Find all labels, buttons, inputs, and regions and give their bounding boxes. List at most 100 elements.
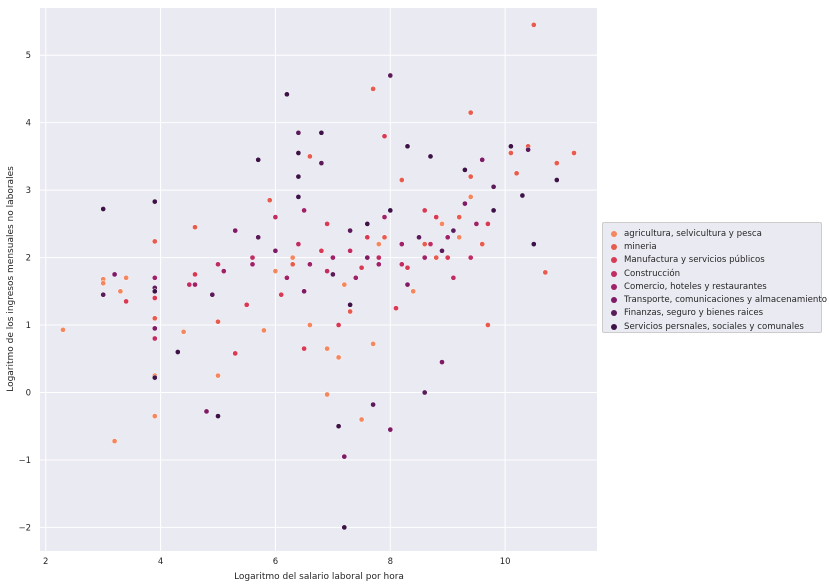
data-point (479, 156, 486, 163)
data-point (364, 234, 371, 241)
data-point (278, 291, 285, 298)
data-point (450, 274, 457, 281)
data-point (330, 254, 336, 261)
x-tick-label: 6 (273, 557, 278, 567)
x-tick-label: 4 (158, 557, 163, 567)
legend-marker (611, 297, 617, 304)
data-point (398, 177, 405, 183)
data-point (375, 261, 382, 268)
legend: agricultura, selvicultura y pesca mineria… (602, 222, 827, 333)
legend-label: Servicios persnales, sociales y comunale… (624, 321, 804, 332)
legend-item: mineria (609, 240, 821, 253)
series-3 (123, 133, 491, 357)
data-point (180, 328, 187, 335)
data-point (530, 22, 537, 28)
x-tick-label: 8 (388, 557, 393, 567)
data-point (467, 173, 474, 180)
data-point (192, 281, 198, 288)
data-point (444, 234, 451, 241)
legend-marker (611, 243, 617, 250)
data-point (467, 194, 474, 200)
data-point (255, 156, 262, 163)
data-point (151, 238, 158, 245)
series-6 (111, 156, 486, 460)
data-point (289, 261, 296, 268)
y-tick-label: −1 (18, 456, 31, 466)
data-point (60, 326, 66, 333)
data-point (111, 438, 118, 444)
data-point (427, 241, 434, 247)
data-point (387, 72, 394, 79)
data-point (100, 280, 107, 287)
data-point (330, 271, 336, 278)
series-7 (100, 72, 531, 408)
data-point (421, 389, 428, 396)
data-point (249, 254, 256, 261)
data-point (295, 129, 302, 136)
data-point (151, 288, 158, 295)
y-tick-labels: −2 −1 0 1 2 3 4 5 (18, 51, 31, 533)
data-point (295, 150, 302, 156)
data-point (404, 143, 411, 150)
x-tick-label: 2 (43, 557, 48, 567)
data-point (490, 207, 497, 214)
y-tick-label: 5 (26, 51, 31, 61)
data-point (151, 335, 158, 342)
data-point (479, 241, 486, 247)
data-point (341, 453, 348, 460)
legend-label: Transporte, comunicaciones y almacenamie… (624, 295, 827, 306)
data-point (151, 198, 158, 205)
data-point (289, 254, 296, 261)
data-point (427, 153, 434, 160)
data-point (421, 207, 428, 214)
data-point (261, 327, 267, 334)
legend-item: Manufactura y servicios públicos (609, 254, 821, 267)
data-point (375, 241, 382, 247)
data-point (123, 298, 129, 305)
data-point (456, 234, 463, 241)
data-point (341, 281, 348, 288)
data-point (358, 416, 365, 423)
y-tick-label: 3 (26, 186, 31, 196)
data-point (439, 247, 445, 254)
data-point (151, 274, 158, 281)
data-point (370, 401, 376, 408)
data-point (100, 291, 107, 298)
data-point (387, 207, 394, 214)
data-point (404, 264, 411, 271)
x-tick-label: 10 (500, 557, 511, 567)
series-5 (151, 207, 480, 288)
y-tick-label: −2 (18, 523, 31, 533)
legend-marker (611, 230, 617, 237)
data-point (192, 224, 198, 231)
data-point (284, 91, 290, 98)
data-point (525, 146, 531, 153)
data-point (249, 261, 256, 268)
data-point (347, 308, 353, 315)
data-point (444, 254, 451, 261)
series-4 (151, 214, 474, 342)
data-point (318, 160, 325, 166)
legend-label: Manufactura y servicios públicos (624, 255, 765, 266)
legend-marker (611, 257, 617, 264)
data-point (111, 271, 118, 278)
data-point (215, 318, 221, 325)
legend-item: Construcción (609, 267, 821, 280)
data-point (467, 109, 474, 116)
grid-lines (40, 8, 597, 551)
legend-label: Finanzas, seguro y bienes raices (624, 308, 764, 319)
legend-label: mineria (624, 241, 657, 252)
legend-label: agricultura, selvicultura y pesca (624, 228, 762, 239)
series-2 (151, 22, 577, 328)
data-point (393, 305, 399, 312)
data-point (450, 227, 457, 234)
data-point (272, 214, 279, 220)
data-point (462, 167, 468, 173)
data-point (324, 268, 330, 274)
data-point (410, 288, 417, 295)
series-1 (60, 194, 474, 444)
data-point (508, 143, 514, 150)
data-point (358, 264, 365, 271)
legend-item: Transporte, comunicaciones y almacenamie… (609, 293, 827, 306)
